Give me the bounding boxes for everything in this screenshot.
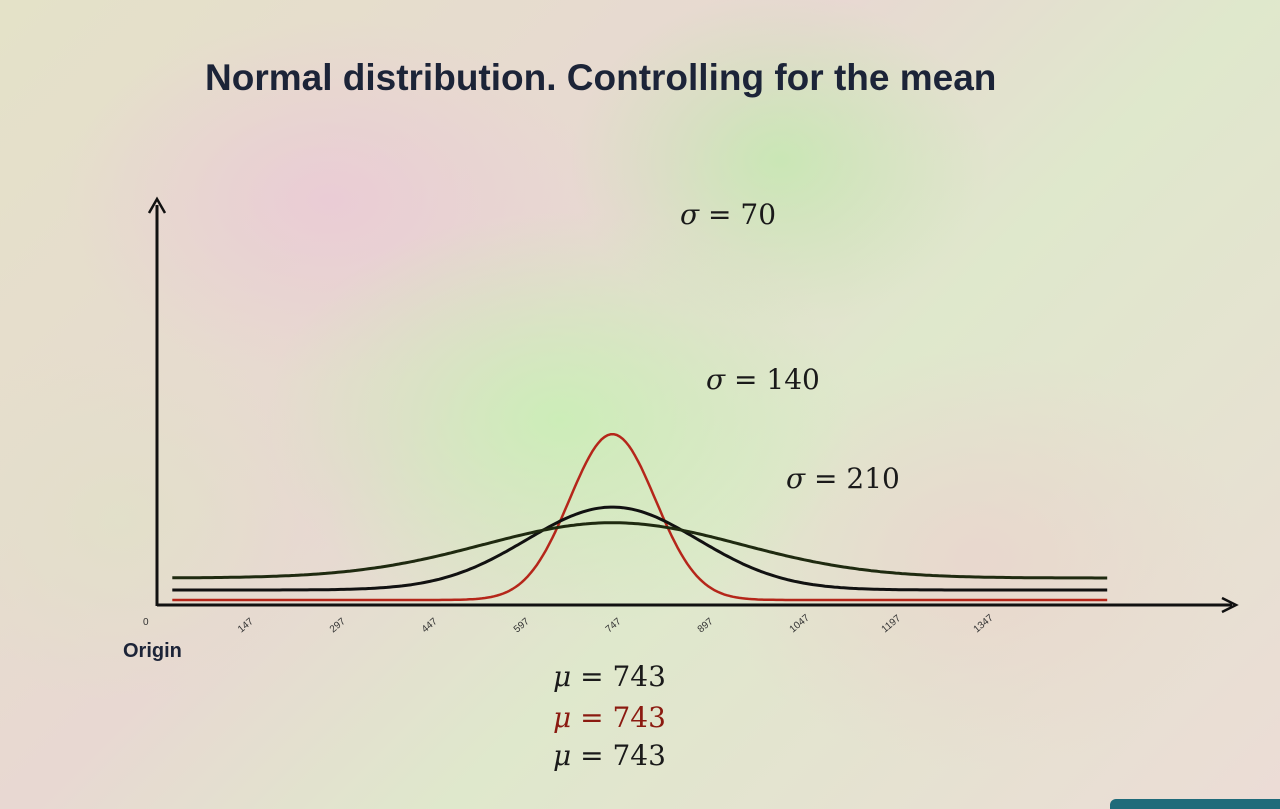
x-axis: [157, 596, 1239, 614]
sigma-label-70: σ = 70: [680, 198, 776, 231]
curve-sd-70: [172, 432, 1108, 602]
x-tick-label: 1347: [972, 612, 996, 635]
y-axis-arrow-icon: [147, 196, 167, 214]
origin-label: Origin: [123, 640, 182, 662]
x-tick-label: 597: [512, 616, 532, 635]
y-axis: [147, 196, 167, 606]
mu-label-1: μ = 743: [553, 660, 666, 693]
chart-title: Normal distribution. Controlling for the…: [205, 57, 996, 98]
curves-group: [172, 432, 1108, 602]
curve-sd-210: [172, 521, 1108, 580]
x-tick-label: 747: [604, 616, 624, 635]
mu-label-3: μ = 743: [553, 739, 666, 772]
x-tick-label: 1197: [880, 613, 904, 636]
x-tick-label: 897: [696, 616, 716, 635]
sigma-label-140: σ = 140: [706, 363, 820, 396]
curve-sd-140: [172, 505, 1108, 592]
sigma-label-210: σ = 210: [786, 462, 900, 495]
mu-label-2: μ = 743: [553, 701, 666, 734]
corner-banner: [1110, 799, 1280, 809]
x-tick-label: 0: [143, 617, 149, 628]
x-tick-label: 297: [328, 616, 348, 635]
x-tick-label: 447: [420, 616, 440, 635]
x-axis-arrow-icon: [1221, 596, 1239, 614]
x-tick-labels: 0 147 297 447 597 747 897 1047 1197 1347: [143, 612, 996, 635]
x-tick-label: 147: [236, 616, 256, 635]
x-tick-label: 1047: [788, 612, 812, 635]
